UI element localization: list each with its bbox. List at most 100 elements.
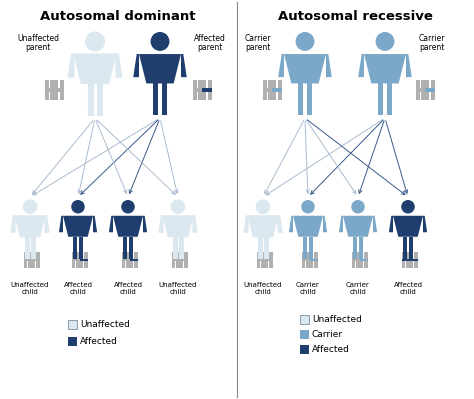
Polygon shape <box>143 216 147 232</box>
Bar <box>268 91 272 100</box>
Bar <box>416 91 420 100</box>
Bar <box>45 88 54 92</box>
Bar <box>84 261 88 268</box>
Bar <box>180 259 188 261</box>
Bar <box>278 91 282 100</box>
Text: Affected: Affected <box>194 34 226 43</box>
Bar <box>356 261 360 268</box>
Circle shape <box>85 32 104 51</box>
Bar <box>80 261 83 268</box>
Text: Unaffected: Unaffected <box>312 315 362 324</box>
Bar <box>410 261 413 268</box>
Polygon shape <box>389 216 393 232</box>
Polygon shape <box>93 216 97 232</box>
Bar <box>257 252 260 259</box>
Bar <box>314 252 318 259</box>
Text: Affected: Affected <box>312 345 350 354</box>
Text: Autosomal dominant: Autosomal dominant <box>40 10 196 22</box>
Bar <box>426 81 429 89</box>
Bar <box>180 261 183 268</box>
Bar <box>257 261 260 268</box>
Polygon shape <box>11 216 15 232</box>
Text: Unaffected
child: Unaffected child <box>244 282 282 295</box>
Bar <box>269 252 273 259</box>
Bar <box>208 91 212 100</box>
Polygon shape <box>373 216 377 232</box>
Bar <box>50 91 54 100</box>
Bar <box>431 91 435 100</box>
Polygon shape <box>423 216 427 232</box>
Text: Unaffected: Unaffected <box>17 34 59 43</box>
Bar <box>307 252 310 259</box>
Bar <box>202 81 207 89</box>
Bar <box>410 259 418 261</box>
Text: Carrier
child: Carrier child <box>296 282 320 295</box>
Bar <box>402 261 405 268</box>
Polygon shape <box>97 83 102 115</box>
Bar <box>176 252 180 259</box>
Polygon shape <box>309 237 313 259</box>
Bar <box>130 252 133 259</box>
Circle shape <box>351 200 365 213</box>
Text: Unaffected
child: Unaffected child <box>11 282 49 295</box>
Bar <box>414 261 418 268</box>
Polygon shape <box>79 237 83 259</box>
Bar <box>314 261 318 268</box>
Bar <box>410 252 413 259</box>
Bar <box>431 81 435 89</box>
Bar <box>416 81 420 89</box>
Circle shape <box>23 200 37 213</box>
Bar <box>257 259 264 261</box>
Polygon shape <box>378 83 383 115</box>
Circle shape <box>256 200 270 213</box>
Polygon shape <box>326 54 332 77</box>
Bar <box>356 252 360 259</box>
Polygon shape <box>258 237 262 259</box>
Circle shape <box>296 32 314 51</box>
Polygon shape <box>74 54 116 83</box>
Bar <box>402 252 405 259</box>
Polygon shape <box>109 216 113 232</box>
Bar <box>265 259 273 261</box>
Polygon shape <box>406 54 412 77</box>
Polygon shape <box>88 83 93 115</box>
Bar <box>421 91 425 100</box>
Circle shape <box>151 32 169 51</box>
Bar <box>421 81 425 89</box>
Bar <box>310 252 313 259</box>
Bar <box>263 91 267 100</box>
Bar <box>273 91 276 100</box>
Bar <box>268 81 272 89</box>
Bar <box>36 252 40 259</box>
Bar <box>360 261 364 268</box>
Bar <box>302 259 310 261</box>
Polygon shape <box>307 83 312 115</box>
Bar <box>365 261 368 268</box>
Text: parent: parent <box>246 43 271 52</box>
Polygon shape <box>264 237 268 259</box>
Text: parent: parent <box>197 43 223 52</box>
Bar <box>406 252 410 259</box>
Bar <box>180 252 183 259</box>
Bar <box>310 259 318 261</box>
Bar <box>265 261 268 268</box>
Polygon shape <box>123 237 127 259</box>
Bar <box>302 252 305 259</box>
Bar <box>262 252 264 259</box>
Bar <box>426 91 429 100</box>
Bar <box>402 259 410 261</box>
Bar <box>302 261 305 268</box>
Bar <box>60 81 64 89</box>
Bar <box>72 252 75 259</box>
Polygon shape <box>181 54 187 77</box>
Bar <box>24 261 27 268</box>
Polygon shape <box>113 216 143 237</box>
Bar <box>122 252 126 259</box>
Bar <box>72 259 80 261</box>
Bar <box>310 261 313 268</box>
Bar <box>45 81 49 89</box>
Circle shape <box>121 200 135 213</box>
Bar <box>416 88 425 92</box>
Bar <box>263 81 267 89</box>
Bar <box>414 252 418 259</box>
